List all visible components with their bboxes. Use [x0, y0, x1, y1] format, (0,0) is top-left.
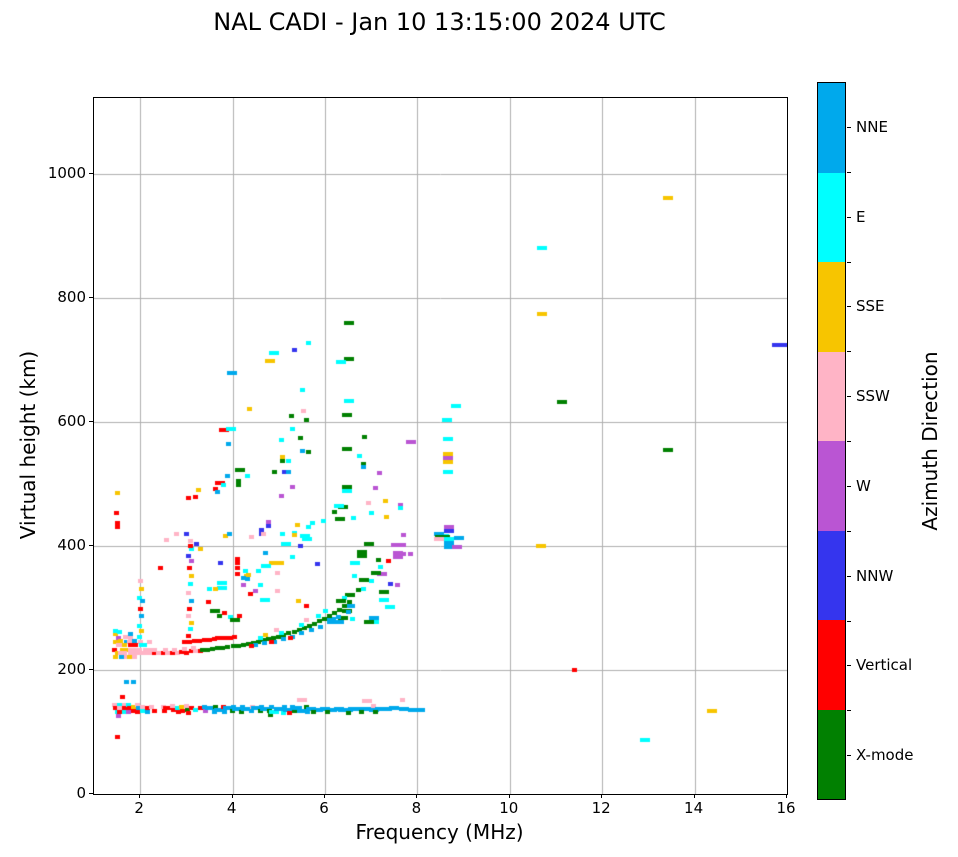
x-tick-label: 2: [134, 799, 144, 817]
colorbar-boundary-tick: [847, 441, 851, 442]
x-tick-label: 4: [226, 799, 237, 817]
x-tick-label: 12: [591, 799, 611, 817]
colorbar-segment-x-mode: [818, 709, 845, 799]
colorbar-tick: [847, 396, 851, 398]
x-axis-tick: [508, 794, 510, 798]
x-tick-label: 14: [684, 799, 704, 817]
x-axis-tick: [601, 794, 603, 798]
y-axis-tick: [89, 421, 93, 423]
colorbar-segment-nnw: [818, 530, 845, 620]
x-axis-tick: [786, 794, 787, 798]
colorbar-tick-label: SSW: [856, 387, 890, 406]
colorbar-tick: [847, 575, 851, 577]
colorbar-boundary-tick: [847, 261, 851, 263]
y-tick-label: 200: [57, 660, 86, 679]
colorbar-tick-label: Vertical: [856, 656, 913, 675]
y-tick-label: 800: [57, 288, 86, 307]
y-axis-tick: [89, 545, 93, 547]
colorbar-tick-label: SSE: [856, 297, 885, 316]
colorbar-tick: [847, 306, 851, 308]
colorbar-tick: [847, 755, 851, 757]
colorbar-tick: [847, 126, 851, 128]
x-axis-label: Frequency (MHz): [355, 820, 524, 844]
y-axis-tick: [89, 297, 93, 299]
colorbar-segment-sse: [818, 262, 845, 352]
colorbar-segment-w: [818, 441, 845, 531]
y-axis-label: Virtual height (km): [16, 350, 40, 540]
x-tick-label: 8: [411, 799, 422, 817]
colorbar-tick: [847, 485, 851, 487]
colorbar-tick-label: NNE: [856, 117, 888, 136]
colorbar-tick: [847, 665, 851, 667]
colorbar-label: Azimuth Direction: [918, 351, 942, 531]
colorbar: [817, 82, 846, 800]
y-axis-tick: [89, 669, 93, 671]
y-tick-label: 0: [76, 784, 86, 802]
plot-canvas: [94, 98, 787, 794]
colorbar-boundary-tick: [847, 710, 851, 712]
colorbar-boundary-tick: [847, 171, 851, 173]
plot-frame: [93, 97, 788, 795]
colorbar-segment-e: [818, 172, 845, 262]
colorbar-tick-label: E: [856, 207, 866, 226]
colorbar-segment-ssw: [818, 351, 845, 441]
y-tick-label: 400: [57, 536, 86, 555]
colorbar-segment-nne: [818, 83, 845, 173]
y-axis-tick: [89, 173, 93, 175]
colorbar-boundary-tick: [847, 351, 851, 353]
plot-title: NAL CADI - Jan 10 13:15:00 2024 UTC: [213, 8, 666, 36]
colorbar-segment-vertical: [818, 620, 845, 710]
colorbar-boundary-tick: [847, 530, 851, 532]
x-tick-label: 6: [319, 799, 329, 817]
x-axis-tick: [139, 794, 141, 798]
colorbar-tick-label: NNW: [856, 566, 894, 585]
colorbar-boundary-tick: [847, 620, 851, 622]
colorbar-tick-label: X-mode: [856, 746, 914, 765]
y-tick-label: 600: [57, 412, 86, 431]
x-tick-label: 10: [499, 799, 519, 817]
x-tick-label: 16: [776, 799, 796, 817]
x-axis-tick: [324, 794, 325, 798]
x-axis-tick: [416, 794, 418, 798]
y-axis-tick: [89, 793, 93, 794]
colorbar-tick-label: W: [856, 476, 871, 495]
y-tick-label: 1000: [47, 164, 86, 183]
x-axis-tick: [693, 794, 695, 798]
x-axis-tick: [231, 794, 233, 798]
colorbar-tick: [847, 216, 851, 218]
